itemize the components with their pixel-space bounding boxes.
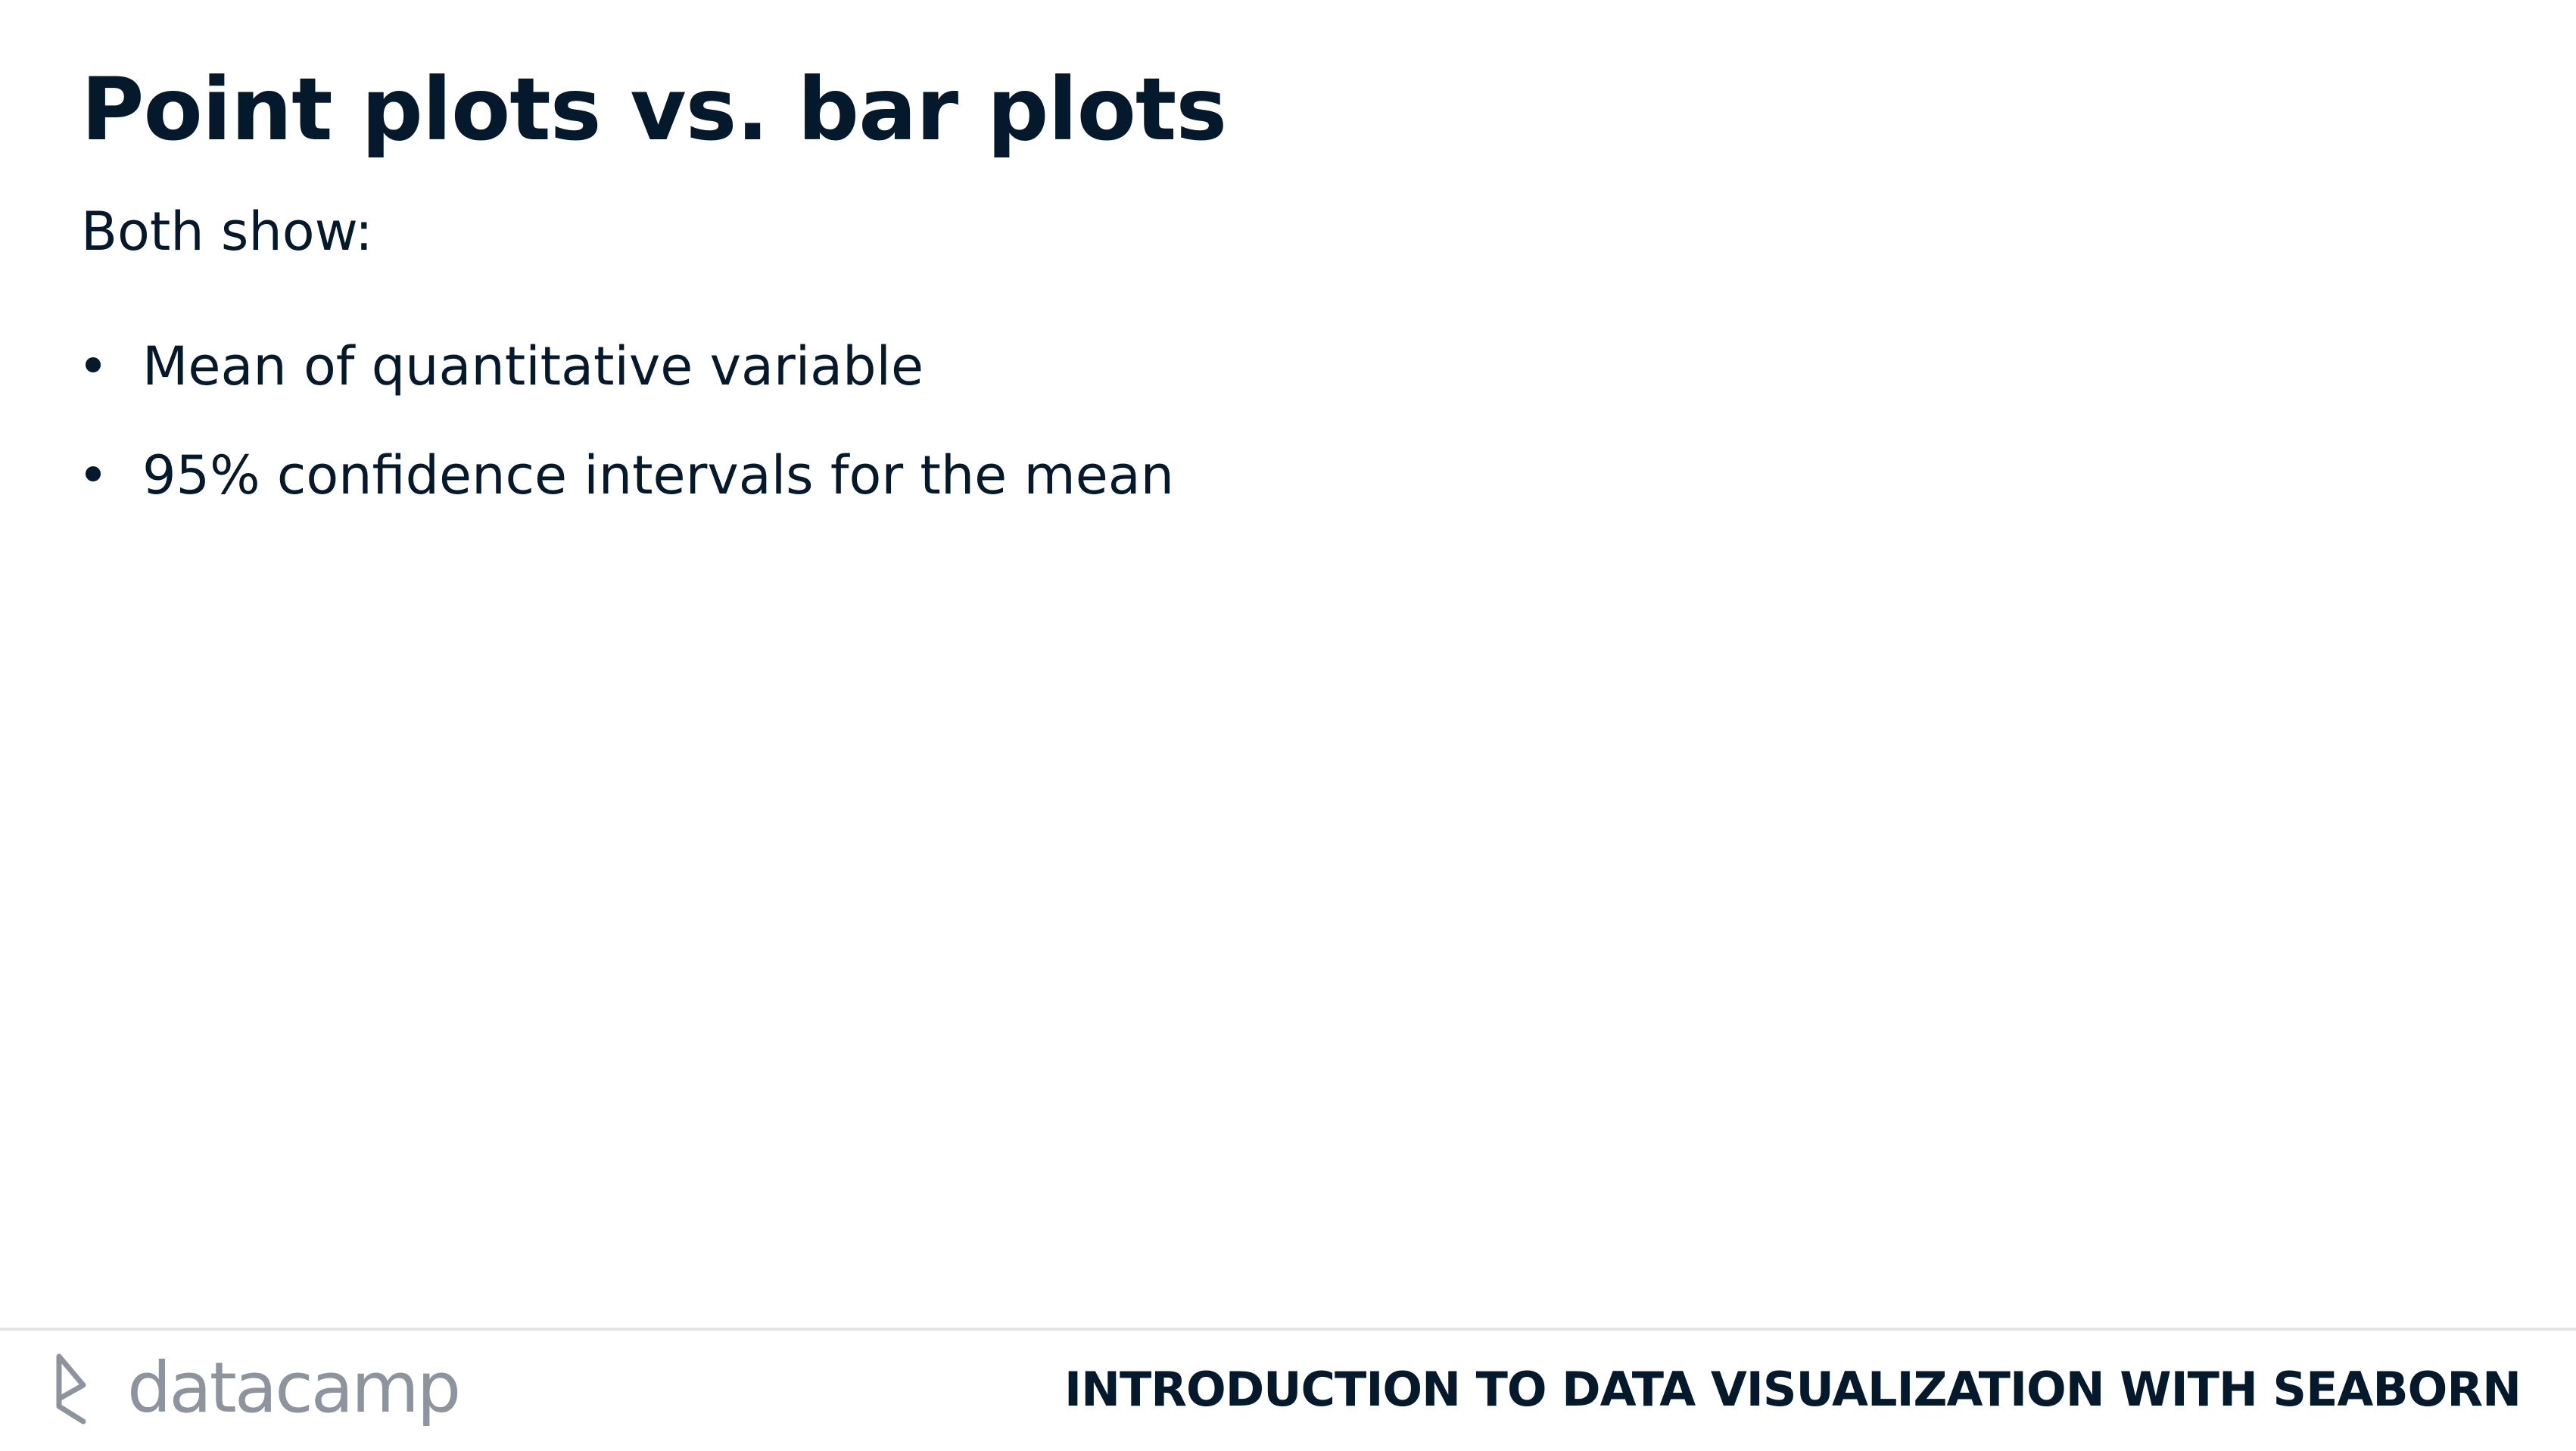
slide-title: Point plots vs. bar plots: [81, 59, 1227, 160]
bullet-item: Mean of quantitative variable: [81, 330, 1174, 439]
bullet-dot-icon: [86, 466, 101, 481]
datacamp-logo: datacamp: [53, 1347, 461, 1428]
bullet-item: 95% confidence intervals for the mean: [81, 439, 1174, 548]
datacamp-logo-text: datacamp: [127, 1347, 461, 1428]
bullet-text: 95% confidence intervals for the mean: [142, 444, 1175, 506]
datacamp-logo-icon: [56, 1353, 86, 1425]
bullet-dot-icon: [86, 357, 101, 372]
intro-text: Both show:: [81, 201, 373, 263]
bullet-list: Mean of quantitative variable 95% confid…: [81, 330, 1174, 548]
footer-divider: [0, 1328, 2576, 1331]
course-title: INTRODUCTION TO DATA VISUALIZATION WITH …: [1064, 1362, 2521, 1417]
bullet-text: Mean of quantitative variable: [142, 335, 924, 397]
